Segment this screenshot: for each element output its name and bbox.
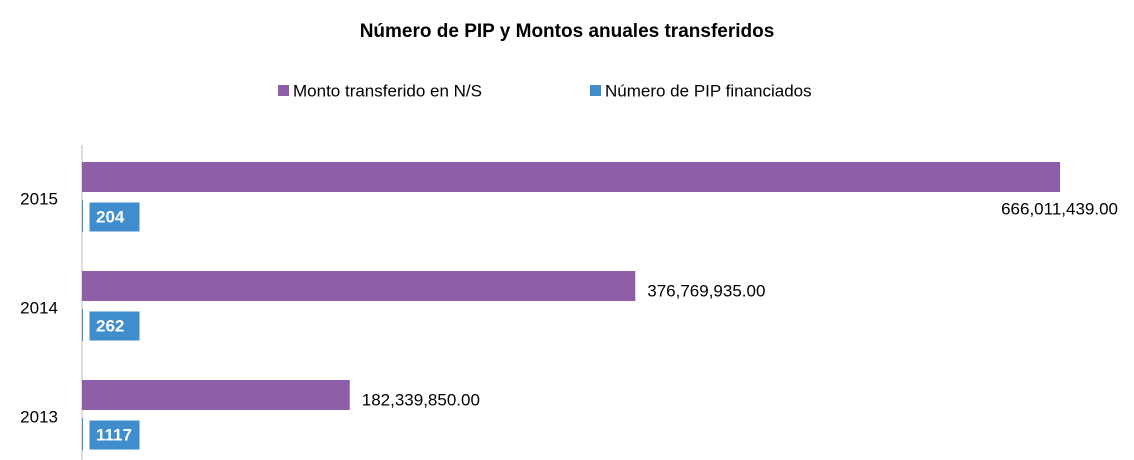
legend-swatch bbox=[278, 85, 289, 96]
value-label: 1117 bbox=[96, 425, 132, 444]
bar bbox=[82, 418, 83, 450]
legend-label: Monto transferido en N/S bbox=[293, 81, 482, 100]
bar bbox=[82, 162, 1060, 192]
value-label-box bbox=[88, 201, 141, 233]
legend-label: Número de PIP financiados bbox=[605, 81, 812, 100]
y-tick-label: 2014 bbox=[20, 298, 58, 317]
bar bbox=[82, 200, 83, 232]
value-label-box bbox=[88, 310, 141, 342]
value-label: 376,769,935.00 bbox=[647, 281, 765, 300]
chart-title: Número de PIP y Montos anuales transferi… bbox=[360, 21, 775, 42]
bar bbox=[82, 271, 636, 301]
y-tick-label: 2015 bbox=[20, 189, 58, 208]
value-label: 262 bbox=[96, 316, 124, 335]
y-tick-label: 2013 bbox=[20, 407, 58, 426]
bar bbox=[82, 309, 83, 341]
legend-swatch bbox=[590, 85, 601, 96]
value-label: 204 bbox=[96, 207, 125, 226]
value-label: 666,011,439.00 bbox=[1001, 199, 1118, 218]
value-label-box bbox=[88, 419, 141, 451]
bar bbox=[82, 380, 350, 410]
value-label: 182,339,850.00 bbox=[362, 390, 480, 409]
